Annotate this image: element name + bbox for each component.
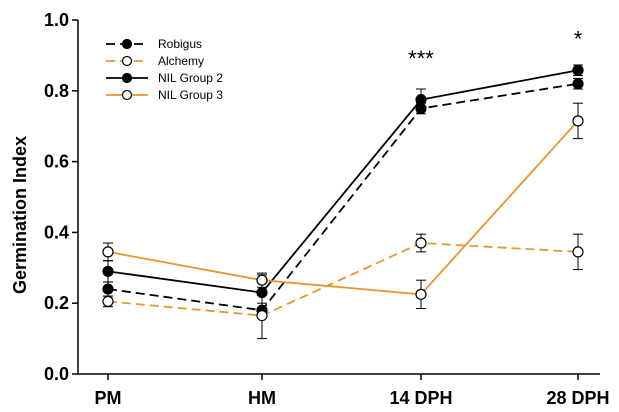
series-layer bbox=[103, 65, 583, 339]
data-point-nil-group-2 bbox=[573, 65, 583, 75]
data-point-nil-group-2 bbox=[103, 266, 113, 276]
data-point-alchemy bbox=[573, 247, 583, 257]
y-tick-label: 0.8 bbox=[44, 81, 69, 101]
legend-label: NIL Group 2 bbox=[158, 71, 223, 85]
y-tick-label: 1.0 bbox=[44, 10, 69, 30]
data-point-alchemy bbox=[103, 296, 113, 306]
data-point-nil-group-2 bbox=[257, 288, 267, 298]
y-axis-label: Germination Index bbox=[10, 136, 30, 294]
data-point-nil-group-3 bbox=[573, 116, 583, 126]
x-tick-label: 14 DPH bbox=[389, 388, 452, 408]
significance-annotation: * bbox=[574, 27, 583, 52]
data-point-alchemy bbox=[416, 238, 426, 248]
data-point-robigus bbox=[103, 284, 113, 294]
legend-entry: NIL Group 2 bbox=[106, 71, 223, 85]
legend-entry: Alchemy bbox=[106, 54, 204, 68]
legend-entry: NIL Group 3 bbox=[106, 88, 223, 102]
x-tick-label: HM bbox=[248, 388, 276, 408]
x-tick-label: 28 DPH bbox=[546, 388, 609, 408]
legend-marker bbox=[123, 91, 132, 100]
significance-annotation: *** bbox=[408, 46, 434, 71]
y-tick-label: 0.0 bbox=[44, 364, 69, 384]
legend: Robigus Alchemy NIL Group 2 NIL Group 3 bbox=[106, 37, 223, 102]
legend-marker bbox=[123, 57, 132, 66]
data-point-nil-group-3 bbox=[257, 275, 267, 285]
data-point-robigus bbox=[573, 79, 583, 89]
data-point-nil-group-2 bbox=[416, 95, 426, 105]
x-tick-label: PM bbox=[95, 388, 122, 408]
data-point-nil-group-3 bbox=[416, 289, 426, 299]
y-tick-label: 0.6 bbox=[44, 152, 69, 172]
data-point-alchemy bbox=[257, 311, 267, 321]
y-tick-label: 0.4 bbox=[44, 222, 69, 242]
y-tick-label: 0.2 bbox=[44, 293, 69, 313]
legend-entry: Robigus bbox=[106, 37, 202, 51]
legend-label: NIL Group 3 bbox=[158, 88, 223, 102]
annotation-layer: **** bbox=[408, 27, 583, 71]
legend-label: Alchemy bbox=[158, 54, 204, 68]
series-line-robigus bbox=[108, 84, 578, 311]
legend-marker bbox=[123, 74, 132, 83]
data-point-nil-group-3 bbox=[103, 247, 113, 257]
series-line-nil-group-2 bbox=[108, 70, 578, 292]
legend-marker bbox=[123, 40, 132, 49]
series-line-alchemy bbox=[108, 243, 578, 316]
legend-label: Robigus bbox=[158, 37, 202, 51]
axes: 0.0 0.2 0.4 0.6 0.8 1.0 PM HM 14 DPH 28 DPH bbox=[44, 10, 610, 408]
